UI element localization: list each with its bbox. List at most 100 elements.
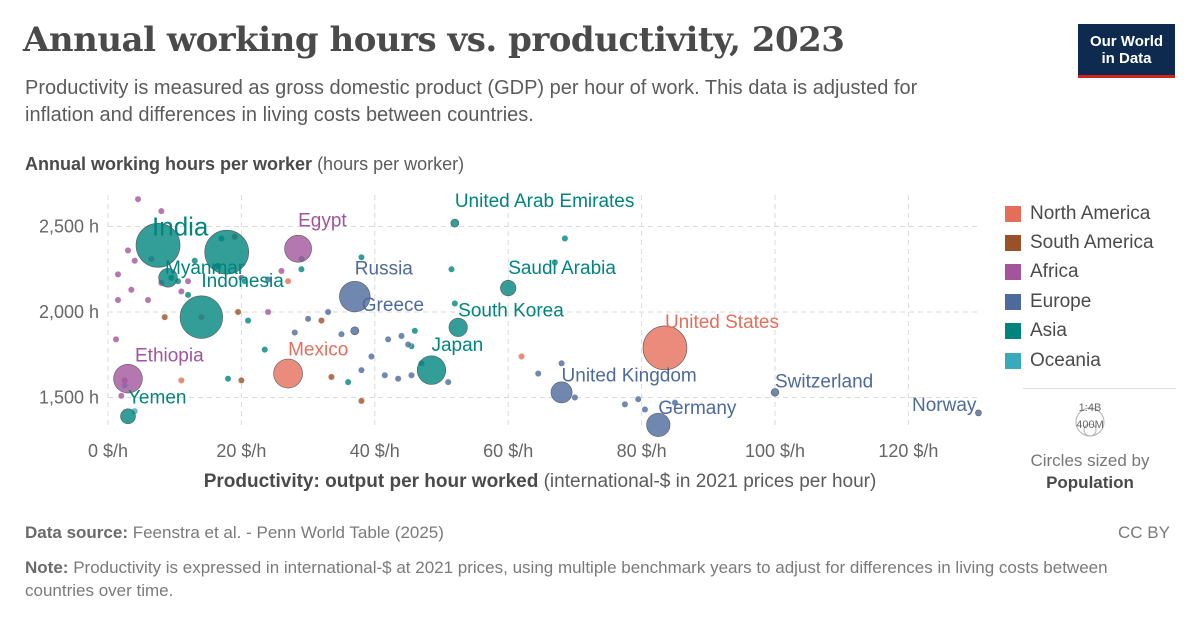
data-point-greece [350, 326, 360, 336]
scatter-chart: 1,500 h 2,000 h 2,500 h 0 $/h 20 $/h 40 $/h 60… [39, 191, 982, 462]
data-point-india [135, 223, 181, 268]
point-label-egypt: Egypt [298, 211, 347, 232]
data-point [161, 313, 169, 321]
legend-label: Africa [1030, 261, 1079, 283]
data-point-japan [416, 355, 447, 385]
legend-swatch [1005, 264, 1021, 281]
data-source-text[interactable]: Feenstra et al. - Penn World Table (2025… [132, 523, 444, 542]
data-point [184, 291, 192, 299]
y-tick-label: 1,500 h [39, 388, 99, 408]
point-label-switzerland: Switzerland [775, 371, 873, 392]
chart-title: Annual working hours vs. productivity, 2… [23, 20, 845, 60]
legend-item-south-america[interactable]: South America [1005, 228, 1154, 257]
data-point [634, 395, 642, 403]
axis-ticks: 1,500 h 2,000 h 2,500 h 0 $/h 20 $/h 40 $/h 60… [39, 217, 938, 462]
data-point [304, 315, 312, 323]
size-legend: 1:4B 400M [1075, 402, 1105, 437]
data-point [671, 399, 679, 407]
data-point [404, 341, 412, 348]
data-point [234, 308, 242, 316]
size-caption-line-1: Circles sized by [1030, 451, 1150, 470]
data-point [571, 394, 579, 401]
data-point [144, 296, 152, 304]
data-point-egypt [284, 234, 312, 263]
legend-label: South America [1030, 232, 1154, 254]
y-axis-title-unit: (hours per worker) [317, 154, 465, 174]
data-point-china [204, 229, 250, 275]
data-point [411, 327, 419, 335]
point-label-indonesia: Indonesia [201, 271, 284, 292]
point-label-japan: Japan [431, 335, 483, 356]
x-tick-label: 20 $/h [216, 441, 266, 461]
legend-item-north-america[interactable]: North America [1005, 199, 1154, 228]
data-point [328, 373, 335, 381]
data-point [264, 308, 272, 316]
legend-item-oceania[interactable]: Oceania [1005, 346, 1154, 375]
data-point [124, 247, 132, 254]
data-point-united-kingdom [550, 381, 573, 404]
data-point [621, 400, 629, 408]
point-label-united-states: United States [665, 312, 779, 333]
legend-swatch [1005, 293, 1021, 310]
legend-item-asia[interactable]: Asia [1005, 317, 1154, 346]
data-point [114, 296, 122, 304]
point-label-united-arab-emirates: United Arab Emirates [455, 191, 635, 212]
size-legend-large-label: 1:4B [1079, 402, 1102, 414]
data-point [177, 288, 185, 295]
size-legend-small-circle [1083, 423, 1097, 437]
data-point-united-arab-emirates [450, 218, 460, 228]
size-legend-caption: Circles sized by Population [1015, 450, 1165, 494]
license-link[interactable]: CC BY [1118, 523, 1170, 542]
legend-item-africa[interactable]: Africa [1005, 258, 1154, 287]
data-point [191, 257, 199, 265]
x-axis-title-main: Productivity: output per hour worked [203, 471, 539, 492]
data-point [408, 371, 415, 379]
x-tick-label: 80 $/h [617, 441, 667, 461]
note-text: Productivity is expressed in internation… [25, 558, 1108, 600]
data-point [134, 195, 142, 203]
legend-swatch [1005, 235, 1021, 252]
note-label: Note: [25, 558, 69, 577]
data-point [381, 371, 389, 379]
logo-line-2: in Data [1101, 49, 1152, 67]
data-point [518, 353, 525, 360]
owid-logo[interactable]: Our World in Data [1078, 24, 1175, 78]
legend-divider [1023, 388, 1176, 389]
x-tick-label: 120 $/h [878, 441, 938, 461]
data-point [398, 332, 405, 340]
data-point [117, 392, 125, 400]
data-point-russia [339, 280, 371, 313]
point-label-mexico: Mexico [288, 340, 348, 361]
data-point [298, 265, 305, 273]
legend-label: Oceania [1030, 349, 1101, 371]
legend-swatch [1005, 323, 1021, 340]
size-caption-line-2: Population [1046, 473, 1134, 492]
data-point [237, 376, 245, 384]
point-label-india: India [152, 211, 209, 241]
data-point-norway [975, 409, 982, 417]
data-point-switzerland [770, 388, 780, 397]
data-point [278, 267, 285, 275]
data-point [224, 375, 232, 383]
y-tick-label: 2,500 h [39, 217, 99, 237]
data-point [127, 286, 135, 294]
grid-lines [107, 195, 980, 427]
point-label-myanmar: Myanmar [165, 258, 245, 279]
data-point-ethiopia [113, 364, 143, 394]
legend-label: Europe [1030, 290, 1092, 312]
x-tick-label: 60 $/h [483, 441, 533, 461]
point-label-saudi-arabia: Saudi Arabia [508, 258, 616, 279]
data-point [318, 317, 325, 324]
legend-item-europe[interactable]: Europe [1005, 287, 1154, 316]
point-label-greece: Greece [362, 295, 424, 316]
x-axis-title-unit: (international-$ in 2021 prices per hour… [543, 471, 877, 492]
chart-subtitle: Productivity is measured as gross domest… [25, 77, 918, 126]
footer-note: Note: Productivity is expressed in inter… [25, 556, 1175, 602]
data-point [394, 375, 402, 383]
data-point [344, 378, 352, 386]
data-point-mexico [273, 358, 303, 389]
data-point [558, 359, 565, 367]
data-point [641, 406, 649, 413]
legend-label: North America [1030, 202, 1151, 224]
